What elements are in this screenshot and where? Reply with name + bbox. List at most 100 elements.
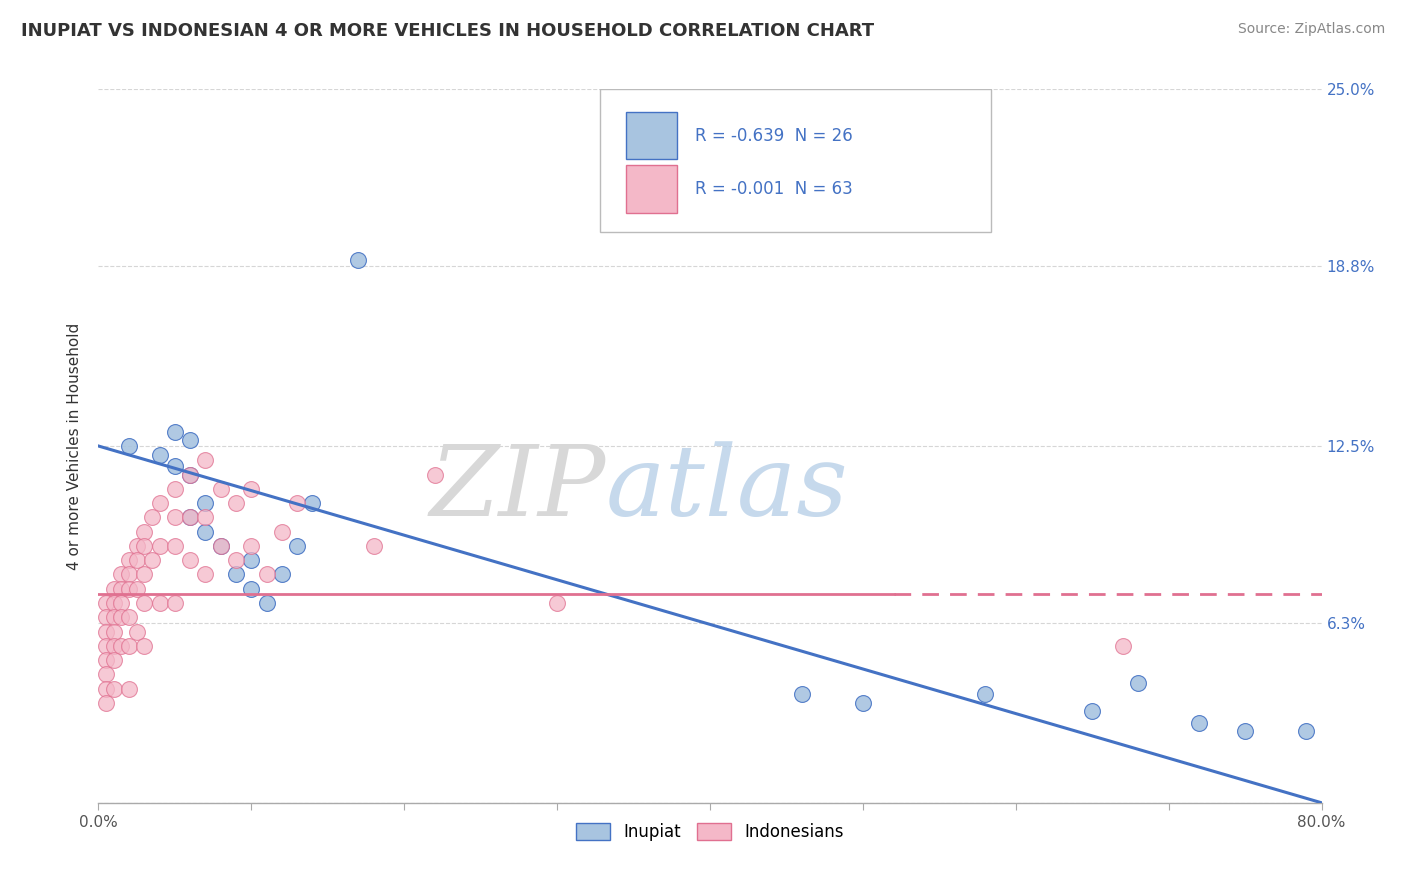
Point — [179, 434, 201, 448]
Y-axis label: 4 or more Vehicles in Household: 4 or more Vehicles in Household — [67, 322, 83, 570]
Point — [1128, 676, 1150, 690]
Point — [1081, 705, 1104, 719]
Point — [103, 624, 125, 639]
Point — [285, 539, 308, 553]
Text: Source: ZipAtlas.com: Source: ZipAtlas.com — [1237, 22, 1385, 37]
Point — [179, 553, 201, 567]
Point — [209, 539, 232, 553]
Point — [270, 524, 292, 539]
Point — [134, 596, 156, 610]
Point — [209, 482, 232, 496]
Point — [134, 639, 156, 653]
FancyBboxPatch shape — [626, 165, 678, 213]
Point — [149, 539, 172, 553]
Point — [240, 582, 263, 596]
Point — [125, 553, 148, 567]
Point — [94, 681, 117, 696]
Point — [194, 524, 217, 539]
Point — [240, 539, 263, 553]
Point — [163, 425, 186, 439]
Point — [94, 696, 117, 710]
Text: atlas: atlas — [606, 442, 849, 536]
Point — [194, 567, 217, 582]
Point — [194, 453, 217, 467]
Point — [163, 482, 186, 496]
Point — [141, 510, 163, 524]
Point — [103, 596, 125, 610]
Point — [209, 539, 232, 553]
Point — [134, 539, 156, 553]
Point — [256, 567, 278, 582]
Point — [118, 681, 141, 696]
Point — [110, 582, 132, 596]
Point — [179, 510, 201, 524]
Point — [852, 696, 875, 710]
Point — [110, 596, 132, 610]
Point — [118, 610, 141, 624]
Point — [225, 567, 247, 582]
Point — [423, 467, 446, 482]
Point — [103, 681, 125, 696]
Point — [347, 253, 370, 268]
Point — [103, 582, 125, 596]
Point — [163, 539, 186, 553]
Legend: Inupiat, Indonesians: Inupiat, Indonesians — [569, 816, 851, 848]
Point — [194, 496, 217, 510]
Point — [149, 596, 172, 610]
Point — [179, 467, 201, 482]
Point — [194, 510, 217, 524]
Point — [974, 687, 997, 701]
Point — [270, 567, 292, 582]
Point — [118, 439, 141, 453]
Text: R = -0.001  N = 63: R = -0.001 N = 63 — [696, 180, 853, 198]
Point — [134, 567, 156, 582]
FancyBboxPatch shape — [626, 112, 678, 160]
Point — [110, 567, 132, 582]
Point — [110, 639, 132, 653]
Point — [103, 610, 125, 624]
Point — [125, 582, 148, 596]
Point — [285, 496, 308, 510]
Point — [94, 596, 117, 610]
Point — [1234, 724, 1257, 739]
Point — [363, 539, 385, 553]
Point — [94, 624, 117, 639]
Point — [163, 596, 186, 610]
Point — [94, 610, 117, 624]
Point — [141, 553, 163, 567]
Text: INUPIAT VS INDONESIAN 4 OR MORE VEHICLES IN HOUSEHOLD CORRELATION CHART: INUPIAT VS INDONESIAN 4 OR MORE VEHICLES… — [21, 22, 875, 40]
FancyBboxPatch shape — [600, 89, 991, 232]
Point — [1112, 639, 1135, 653]
Point — [301, 496, 323, 510]
Point — [240, 553, 263, 567]
Point — [790, 687, 813, 701]
Point — [225, 496, 247, 510]
Point — [1295, 724, 1317, 739]
Point — [1188, 715, 1211, 730]
Point — [125, 624, 148, 639]
Point — [134, 524, 156, 539]
Point — [103, 639, 125, 653]
Text: R = -0.639  N = 26: R = -0.639 N = 26 — [696, 127, 853, 145]
Point — [94, 639, 117, 653]
Point — [94, 667, 117, 681]
Point — [118, 639, 141, 653]
Point — [118, 582, 141, 596]
Point — [110, 610, 132, 624]
Point — [225, 553, 247, 567]
Point — [179, 510, 201, 524]
Point — [94, 653, 117, 667]
Point — [118, 553, 141, 567]
Text: ZIP: ZIP — [430, 442, 606, 536]
Point — [256, 596, 278, 610]
Point — [125, 539, 148, 553]
Point — [240, 482, 263, 496]
Point — [149, 448, 172, 462]
Point — [163, 458, 186, 473]
Point — [118, 567, 141, 582]
Point — [103, 653, 125, 667]
Point — [179, 467, 201, 482]
Point — [149, 496, 172, 510]
Point — [546, 596, 568, 610]
Point — [163, 510, 186, 524]
